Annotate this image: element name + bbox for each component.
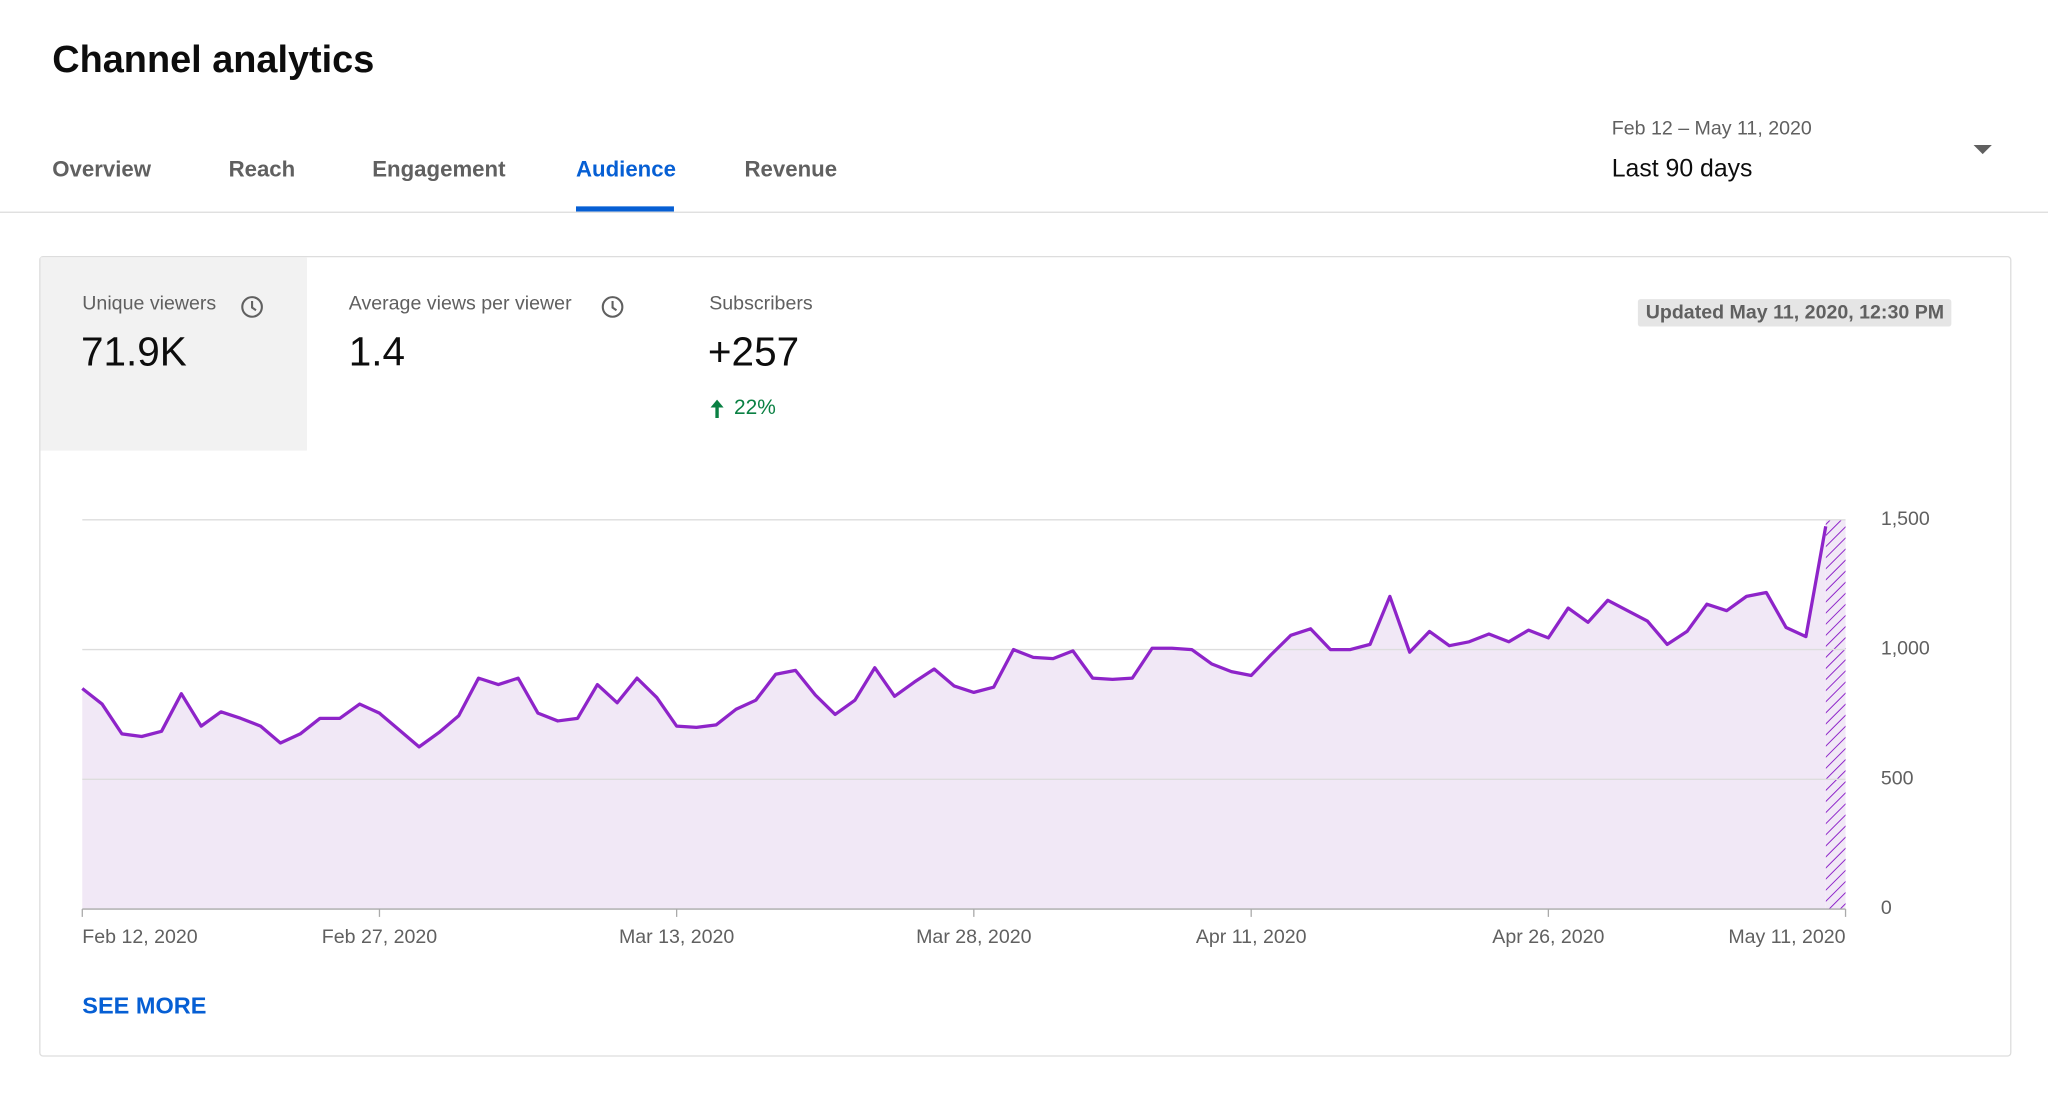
- metric-tile-selected[interactable]: [40, 257, 307, 451]
- clock-icon: [241, 296, 263, 318]
- x-tick-label: Apr 11, 2020: [1196, 926, 1307, 948]
- tab[interactable]: Revenue: [744, 156, 838, 182]
- x-tick-label: Mar 13, 2020: [619, 926, 734, 948]
- tab-active[interactable]: Audience: [575, 156, 676, 182]
- y-tick-label: 1,500: [1881, 508, 1930, 530]
- y-tick-label: 1,000: [1881, 638, 1930, 660]
- metric-change: 22%: [734, 397, 776, 420]
- card: [39, 255, 2012, 1057]
- x-tick-label: Feb 27, 2020: [322, 926, 437, 948]
- metric-label: Subscribers: [709, 292, 813, 315]
- metric-label: Unique viewers: [82, 292, 217, 315]
- updated-badge: Updated May 11, 2020, 12:30 PM: [1637, 299, 1952, 327]
- metric-value: 71.9K: [80, 329, 187, 375]
- line: [81, 526, 1828, 749]
- see-more-link[interactable]: SEE MORE: [82, 992, 207, 1019]
- metric-value: +257: [707, 329, 800, 375]
- tab-underline: [575, 206, 674, 212]
- metric-value: 1.4: [348, 329, 406, 375]
- clock-icon: [601, 296, 624, 318]
- metric-label: Average views per viewer: [348, 292, 572, 315]
- divider: [0, 211, 2048, 213]
- tab[interactable]: Engagement: [372, 156, 506, 182]
- page-title: Channel analytics: [52, 39, 375, 81]
- x-tick-label: Feb 12, 2020: [82, 926, 197, 948]
- y-tick-label: 500: [1881, 767, 1914, 789]
- tab[interactable]: Reach: [228, 156, 296, 182]
- y-tick-label: 0: [1881, 897, 1892, 919]
- x-tick-label: Mar 28, 2020: [916, 926, 1031, 948]
- date-range[interactable]: Feb 12 – May 11, 2020: [1611, 117, 1812, 140]
- x-tick-label: May 11, 2020: [1728, 926, 1845, 948]
- tab[interactable]: Overview: [52, 156, 151, 182]
- up-arrow: [710, 399, 724, 418]
- partial-period-hatch: [1825, 519, 1846, 910]
- x-tick-label: Apr 26, 2020: [1492, 926, 1604, 948]
- dropdown-arrow[interactable]: [1972, 144, 1993, 157]
- area: [82, 526, 1826, 910]
- range-label[interactable]: Last 90 days: [1611, 155, 1753, 183]
